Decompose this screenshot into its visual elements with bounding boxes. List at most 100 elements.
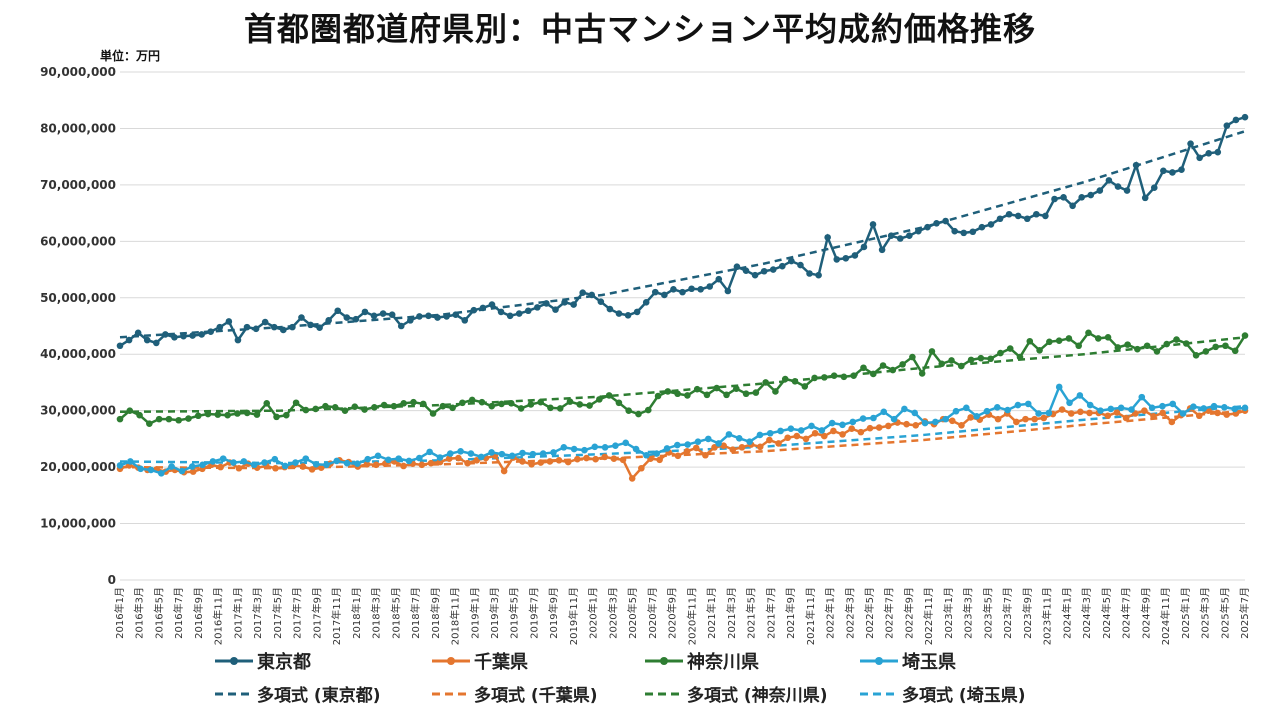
- data-point-kanagawa: [664, 388, 672, 395]
- data-point-kanagawa: [605, 392, 613, 399]
- data-point-chiba: [1195, 412, 1203, 420]
- data-point-tokyo: [1196, 154, 1203, 162]
- data-point-saitama: [1200, 405, 1208, 412]
- data-point-chiba: [445, 455, 453, 462]
- data-point-tokyo: [824, 234, 831, 241]
- data-point-tokyo: [1132, 161, 1140, 169]
- trendline-kanagawa: [119, 336, 1246, 414]
- data-point-saitama: [1179, 410, 1187, 417]
- y-tick-label: 40,000,000: [40, 347, 116, 361]
- data-point-kanagawa: [762, 379, 769, 386]
- x-tick-label: 2020年7月: [646, 587, 659, 639]
- data-point-kanagawa: [801, 383, 809, 390]
- data-point-kanagawa: [302, 406, 310, 414]
- data-point-saitama: [1107, 405, 1115, 413]
- data-point-saitama: [828, 419, 836, 427]
- x-tick-label: 2019年7月: [527, 587, 540, 639]
- x-tick-label: 2017年7月: [291, 587, 304, 639]
- data-point-chiba: [308, 466, 316, 473]
- data-point-tokyo: [252, 325, 260, 333]
- data-point-tokyo: [1169, 169, 1176, 176]
- data-point-kanagawa: [273, 413, 280, 421]
- data-point-chiba: [1141, 407, 1148, 414]
- legend-label-tokyo: 東京都: [257, 651, 311, 673]
- data-point-kanagawa: [1006, 345, 1014, 352]
- legend-label-chiba: 千葉県: [474, 652, 528, 673]
- trendline-tokyo: [119, 130, 1246, 339]
- data-point-tokyo: [461, 317, 469, 324]
- data-point-saitama: [1066, 399, 1073, 407]
- data-point-kanagawa: [654, 392, 662, 400]
- data-point-tokyo: [615, 310, 623, 317]
- data-point-tokyo: [534, 304, 541, 311]
- legend-marker-kanagawa: [660, 657, 668, 665]
- data-point-kanagawa: [899, 361, 906, 368]
- data-point-kanagawa: [1173, 336, 1180, 343]
- data-point-tokyo: [325, 317, 332, 324]
- x-tick-label: 2022年7月: [883, 587, 896, 639]
- data-point-chiba: [400, 462, 407, 470]
- data-point-tokyo: [760, 267, 768, 275]
- data-point-tokyo: [1023, 215, 1031, 223]
- data-point-chiba: [372, 461, 380, 469]
- data-point-saitama: [632, 445, 640, 453]
- data-point-saitama: [612, 442, 619, 449]
- data-point-saitama: [1169, 400, 1177, 408]
- x-tick-label: 2021年3月: [725, 587, 738, 639]
- data-point-tokyo: [207, 328, 215, 335]
- data-point-kanagawa: [146, 420, 153, 427]
- x-tick-label: 2017年9月: [310, 587, 323, 639]
- data-point-chiba: [1022, 415, 1029, 423]
- data-point-saitama: [725, 431, 733, 438]
- data-point-saitama: [426, 448, 433, 456]
- x-tick-label: 2019年9月: [547, 587, 560, 639]
- data-point-kanagawa: [155, 415, 163, 423]
- x-tick-label: 2023年1月: [942, 587, 955, 639]
- data-point-saitama: [1221, 403, 1228, 411]
- data-point-tokyo: [960, 229, 968, 237]
- data-point-saitama: [127, 458, 134, 465]
- legend-marker-tokyo: [230, 657, 238, 665]
- x-tick-label: 2022年9月: [902, 587, 915, 639]
- data-point-chiba: [766, 436, 773, 444]
- data-point-chiba: [711, 444, 718, 451]
- data-point-chiba: [217, 463, 224, 471]
- data-point-tokyo: [416, 313, 423, 320]
- x-tick-label: 2019年5月: [508, 587, 521, 639]
- data-point-saitama: [550, 449, 557, 456]
- data-point-tokyo: [1005, 210, 1013, 218]
- x-tick-label: 2016年5月: [152, 587, 165, 639]
- data-point-kanagawa: [938, 360, 946, 368]
- data-point-chiba: [1013, 418, 1020, 426]
- data-point-kanagawa: [361, 406, 368, 413]
- x-tick-label: 2017年11月: [330, 587, 343, 645]
- x-tick-label: 2022年1月: [824, 587, 837, 639]
- data-point-saitama: [230, 459, 237, 466]
- data-point-tokyo: [697, 286, 704, 293]
- data-point-saitama: [839, 421, 846, 429]
- data-point-saitama: [209, 458, 217, 465]
- data-point-chiba: [1150, 413, 1157, 420]
- data-point-tokyo: [1060, 194, 1067, 201]
- data-point-saitama: [1097, 407, 1104, 414]
- data-point-tokyo: [751, 271, 759, 279]
- data-point-tokyo: [316, 324, 323, 331]
- data-point-saitama: [921, 419, 929, 427]
- data-point-kanagawa: [1036, 346, 1043, 354]
- data-point-kanagawa: [234, 410, 241, 417]
- x-tick-label: 2023年9月: [1021, 587, 1034, 639]
- data-point-chiba: [839, 431, 846, 438]
- data-point-saitama: [416, 454, 423, 462]
- data-point-chiba: [574, 455, 581, 463]
- data-point-chiba: [756, 443, 764, 451]
- data-point-chiba: [958, 422, 965, 429]
- data-point-tokyo: [1078, 194, 1085, 201]
- data-point-kanagawa: [997, 349, 1004, 357]
- x-tick-label: 2022年3月: [843, 587, 856, 639]
- data-point-kanagawa: [194, 412, 202, 420]
- data-point-saitama: [271, 455, 279, 463]
- data-point-chiba: [628, 475, 636, 482]
- data-point-kanagawa: [556, 405, 564, 412]
- data-point-chiba: [820, 432, 828, 440]
- data-point-saitama: [932, 418, 939, 426]
